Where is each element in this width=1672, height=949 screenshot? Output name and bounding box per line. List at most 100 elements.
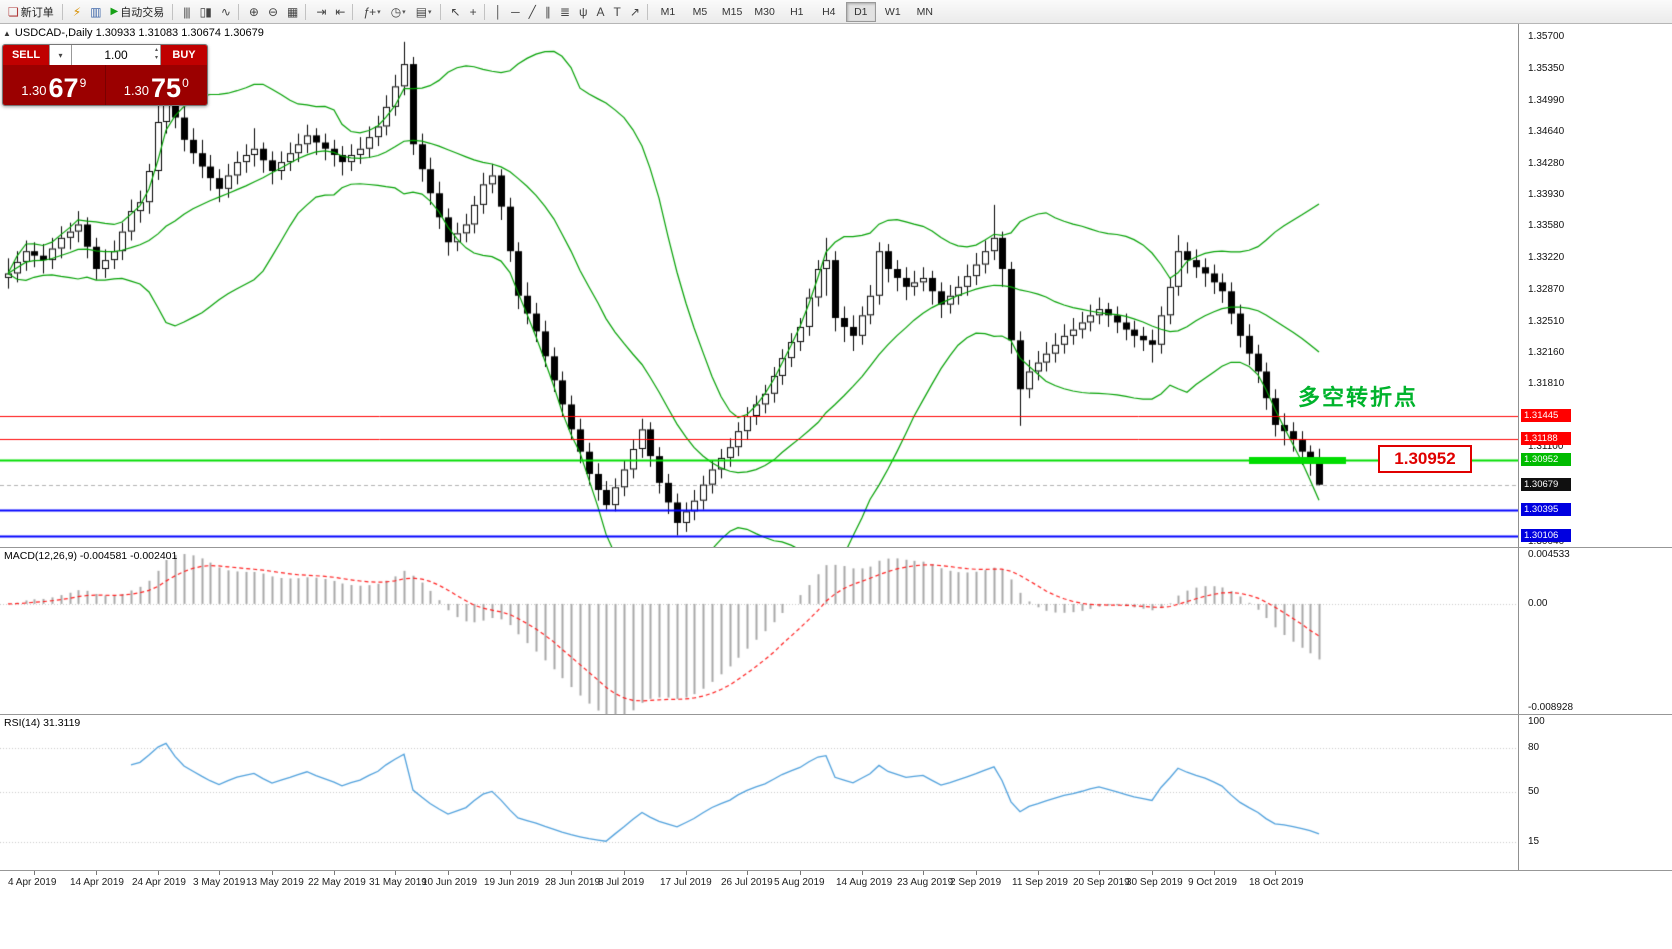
indicators-button[interactable]: ƒ+ ▾: [359, 1, 384, 23]
periods-button[interactable]: ◷ ▾: [387, 1, 410, 23]
date-label: 13 May 2019: [246, 877, 304, 888]
time-axis-tick: [96, 871, 97, 875]
zoom-in-icon: ⊕: [248, 4, 259, 19]
auto-scroll-button[interactable]: ⇥: [312, 1, 329, 23]
time-axis-tick: [395, 871, 396, 875]
timeframe-m30-button[interactable]: M30: [754, 5, 775, 18]
zoom-out-icon: ⊖: [267, 4, 278, 19]
text-button[interactable]: A: [593, 1, 608, 23]
andrews-pitchfork-button[interactable]: ψ: [575, 1, 591, 23]
date-label: 11 Sep 2019: [1012, 877, 1068, 888]
sell-price-point: 9: [79, 76, 87, 90]
time-axis-tick: [1099, 871, 1100, 875]
price-axis-tick: 1.33220: [1528, 252, 1565, 264]
timeframe-w1-button[interactable]: W1: [884, 5, 901, 18]
cursor-button[interactable]: ↖: [447, 1, 464, 23]
date-label: 14 Apr 2019: [70, 877, 124, 888]
crosshair-button[interactable]: +: [466, 1, 480, 23]
sell-price-pips: 67: [48, 73, 79, 103]
window-background: [0, 895, 1672, 949]
toolbar: ❏ 新订单 ⚡ ▥ ▶ 自动交易 ||| ▯▮ ∿ ⊕ ⊖ ▦ ⇥ ⇤ ƒ+ ▾ ◷ ▾ ▤ ▾ ↖ + │ ─ ╱ ∥ ≣ ψ A T ↗…: [0, 0, 1672, 24]
toolbar-separator: [305, 3, 307, 20]
volume-spinner[interactable]: ▴ ▾: [155, 46, 158, 62]
price-axis-tick: 1.31810: [1528, 377, 1565, 389]
buy-price-base: 1.30: [123, 83, 150, 98]
macd-axis-tick: 0.004533: [1528, 549, 1570, 560]
price-axis-tick: 1.31100: [1528, 441, 1564, 453]
chart-shift-button[interactable]: ⇤: [331, 1, 348, 23]
toolbar-separator: [352, 3, 354, 20]
time-axis-tick: [510, 871, 511, 875]
volume-input[interactable]: 1.00 ▴ ▾: [72, 45, 161, 65]
equidistant-channel-button[interactable]: ∥: [541, 1, 554, 23]
horizontal-line-button[interactable]: ─: [507, 1, 523, 23]
rsi-axis-tick: 100: [1528, 716, 1545, 727]
price-chart-canvas[interactable]: [0, 24, 1518, 547]
zoom-in-button[interactable]: ⊕: [245, 1, 262, 23]
arrow-tools-button[interactable]: ↗: [626, 1, 643, 23]
order-type-dropdown[interactable]: ▾: [49, 45, 72, 65]
timeframe-m15-button[interactable]: M15: [721, 5, 743, 18]
macd-label: MACD(12,26,9) -0.004581 -0.002401: [4, 550, 178, 562]
timeframe-m5-button[interactable]: M5: [692, 5, 708, 18]
date-label: 14 Aug 2019: [836, 877, 893, 888]
text-label-icon: T: [613, 4, 621, 19]
tile-windows-button[interactable]: ▦: [283, 1, 301, 23]
toolbar-separator: [237, 3, 239, 20]
vertical-line-icon: │: [494, 4, 502, 19]
toolbar-separator: [646, 3, 648, 20]
time-axis[interactable]: 4 Apr 2019 14 Apr 2019 24 Apr 2019 3 May 20…: [0, 871, 1672, 895]
buy-price-button[interactable]: 1.30 75 0: [106, 65, 208, 105]
new-order-button[interactable]: ❏ 新订单: [4, 1, 58, 23]
bar-chart-button[interactable]: |||: [179, 1, 193, 23]
time-axis-tick: [976, 871, 977, 875]
autotrading-button-label: 自动交易: [120, 6, 165, 19]
vertical-line-button[interactable]: │: [491, 1, 506, 23]
buy-button[interactable]: BUY: [161, 45, 207, 65]
macd-panel: 0.004533 0.00 -0.008928 MACD(12,26,9) -0.0…: [0, 548, 1672, 715]
date-label: 19 Jun 2019: [484, 877, 540, 888]
autotrading-button[interactable]: ▶ 自动交易: [107, 1, 169, 23]
sell-price-button[interactable]: 1.30 67 9: [3, 65, 106, 105]
date-label: 3 May 2019: [193, 877, 246, 888]
candlestick-chart-button[interactable]: ▯▮: [196, 1, 215, 23]
date-label: 28 Jun 2019: [545, 877, 601, 888]
rsi-canvas[interactable]: [0, 715, 1518, 870]
rsi-axis-tick: 80: [1528, 742, 1540, 753]
fibonacci-button[interactable]: ≣: [556, 1, 573, 23]
favorites-icon: ⚡: [72, 4, 82, 19]
auto-scroll-icon: ⇥: [316, 4, 326, 19]
macd-axis[interactable]: 0.004533 0.00 -0.008928: [1518, 548, 1672, 714]
rsi-axis[interactable]: 100 80 50 15: [1518, 715, 1672, 870]
trendline-button[interactable]: ╱: [525, 1, 539, 23]
favorites-button[interactable]: ⚡: [69, 1, 84, 23]
price-axis[interactable]: 1.35700 1.35350 1.34990 1.34640 1.34280 1.339…: [1518, 24, 1672, 547]
chevron-down-icon: ▾: [58, 50, 63, 60]
buy-price-pips: 75: [151, 73, 182, 103]
buy-price-point: 0: [182, 76, 189, 90]
macd-canvas[interactable]: [0, 548, 1518, 714]
toolbar-separator: [439, 3, 441, 20]
timeframe-d1-button[interactable]: D1: [845, 1, 876, 22]
one-click-panel-toggle-icon[interactable]: ▲: [3, 28, 11, 38]
price-line-tag: 1.30395: [1521, 503, 1571, 517]
zoom-out-button[interactable]: ⊖: [264, 1, 281, 23]
text-label-button[interactable]: T: [610, 1, 624, 23]
date-label: 23 Aug 2019: [897, 877, 954, 888]
timeframe-h1-button[interactable]: H1: [790, 5, 804, 18]
timeframe-h4-button[interactable]: H4: [822, 5, 836, 18]
date-label: 5 Aug 2019: [774, 877, 825, 888]
line-chart-button[interactable]: ∿: [217, 1, 234, 23]
periods-icon: ◷: [390, 4, 402, 19]
date-label: 8 Jul 2019: [598, 877, 645, 888]
price-axis-tick: 1.32160: [1528, 346, 1565, 358]
market-watch-button[interactable]: ▥: [86, 1, 104, 23]
spinner-up-icon: ▴: [154, 47, 158, 53]
timeframe-mn-button[interactable]: MN: [916, 5, 933, 18]
sell-button[interactable]: SELL: [3, 45, 49, 65]
timeframe-m1-button[interactable]: M1: [660, 5, 676, 18]
templates-button[interactable]: ▤ ▾: [412, 1, 436, 23]
chevron-down-icon: ▾: [428, 8, 432, 16]
autotrading-icon: ▶: [110, 5, 119, 17]
time-axis-tick: [800, 871, 801, 875]
